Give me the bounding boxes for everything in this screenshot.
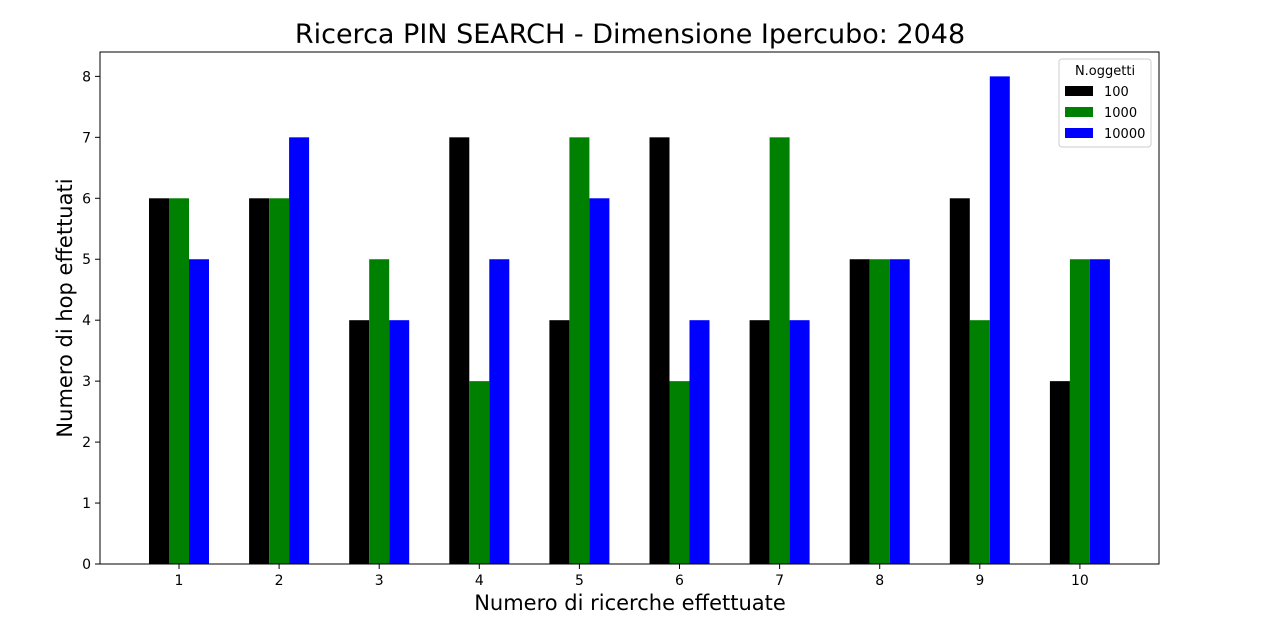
bar-100-7	[749, 320, 770, 564]
legend-label-1000: 1000	[1104, 106, 1137, 121]
y-tick-label: 2	[82, 435, 91, 451]
bar-1000-4	[469, 381, 490, 564]
x-tick-label: 10	[1071, 573, 1089, 589]
bar-10000-2	[289, 137, 310, 564]
bar-100-10	[1049, 381, 1070, 564]
bar-1000-1	[169, 198, 189, 565]
x-tick-label: 7	[775, 573, 784, 589]
bar-10000-9	[989, 76, 1010, 564]
bar-1000-6	[669, 381, 690, 564]
legend-title: N.oggetti	[1075, 64, 1135, 79]
bar-1000-5	[569, 137, 590, 564]
y-tick-label: 8	[82, 69, 91, 85]
legend-label-100: 100	[1104, 85, 1129, 100]
y-axis: 0 1 2 3 4 5 6 7 8	[82, 69, 100, 573]
x-tick-label: 1	[175, 573, 184, 589]
bar-100-8	[849, 259, 870, 564]
x-tick-label: 4	[475, 573, 484, 589]
y-tick-label: 1	[82, 496, 91, 512]
bar-100-4	[449, 137, 470, 564]
y-tick-label: 5	[82, 252, 91, 268]
legend-swatch-1000	[1065, 107, 1093, 117]
y-axis-label: Numero di hop effettuati	[53, 178, 77, 437]
y-tick-label: 3	[82, 374, 91, 390]
x-tick-label: 9	[975, 573, 984, 589]
bar-10000-6	[689, 320, 710, 564]
bar-1000-9	[969, 320, 990, 564]
bar-10000-7	[789, 320, 810, 564]
bar-1000-8	[869, 259, 890, 564]
bar-10000-10	[1089, 259, 1110, 564]
x-tick-label: 5	[575, 573, 584, 589]
bar-100-1	[149, 198, 169, 565]
bar-10000-8	[889, 259, 910, 564]
x-tick-label: 6	[675, 573, 684, 589]
bar-10000-5	[589, 198, 610, 565]
bar-100-2	[249, 198, 270, 565]
legend-entries: 100 1000 10000	[1065, 85, 1145, 142]
bar-1000-3	[369, 259, 390, 564]
bar-100-3	[349, 320, 370, 564]
legend-box	[1058, 58, 1152, 148]
x-tick-label: 3	[375, 573, 384, 589]
bar-1000-7	[769, 137, 790, 564]
bar-10000-3	[389, 320, 410, 564]
legend-label-10000: 10000	[1104, 127, 1145, 142]
bar-100-5	[549, 320, 570, 564]
y-tick-label: 0	[82, 557, 91, 573]
y-tick-label: 7	[82, 130, 91, 146]
legend-swatch-10000	[1065, 128, 1093, 138]
bar-100-6	[649, 137, 670, 564]
x-tick-label: 2	[275, 573, 284, 589]
bar-10000-1	[189, 259, 209, 564]
bar-1000-10	[1069, 259, 1090, 564]
bar-10000-4	[489, 259, 510, 564]
bar-1000-2	[269, 198, 290, 565]
chart-title: Ricerca PIN SEARCH - Dimensione Ipercubo…	[295, 19, 965, 50]
y-tick-label: 6	[82, 191, 91, 207]
x-tick-label: 8	[875, 573, 884, 589]
plot-frame	[99, 51, 1160, 565]
bar-100-9	[949, 198, 970, 565]
x-axis-label: Numero di ricerche effettuate	[474, 591, 786, 615]
bars-group	[149, 76, 1110, 565]
legend-swatch-100	[1065, 86, 1093, 96]
x-axis: 1 2 3 4 5 6 7 8 9 10	[175, 564, 1089, 589]
legend: N.oggetti 100 1000 10000	[1058, 58, 1152, 148]
y-tick-label: 4	[82, 313, 91, 329]
